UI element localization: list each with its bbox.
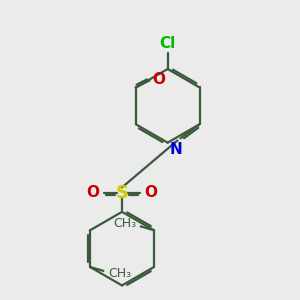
Text: S: S [116,184,128,202]
Text: Cl: Cl [160,36,176,51]
Text: CH₃: CH₃ [113,217,136,230]
Text: N: N [169,142,182,157]
Text: O: O [144,185,158,200]
Text: CH₃: CH₃ [108,267,131,280]
Text: O: O [153,72,166,87]
Text: O: O [87,185,100,200]
